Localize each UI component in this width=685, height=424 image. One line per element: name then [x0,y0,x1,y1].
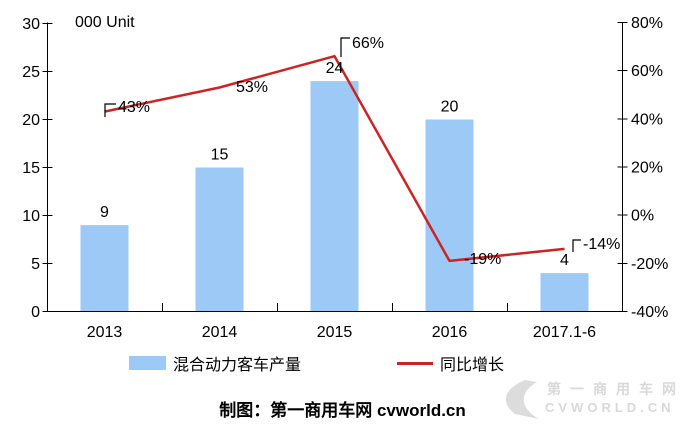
y-left-tick-label: 5 [31,256,40,273]
bar-value-label: 15 [211,147,229,164]
y-right-tick-label: 0% [631,208,654,225]
x-axis-label: 2016 [432,324,468,341]
label-leader-line [572,239,581,252]
line-value-label: 43% [118,99,150,116]
legend-bar-swatch-icon [129,356,166,370]
bar-value-label: 4 [560,252,569,269]
x-axis-label: 2014 [202,324,238,341]
legend-line-label: 同比增长 [440,357,505,374]
bar-value-label: 24 [326,60,344,77]
y-left-tick-label: 0 [31,304,40,321]
bar-value-label: 20 [441,99,459,116]
y-left-tick-label: 10 [22,208,40,225]
y-right-tick-label: 60% [631,63,663,80]
label-leader-line [340,37,350,57]
chart-source-caption: 制图：第一商用车网 cvworld.cn [219,401,466,420]
y-left-tick-label: 30 [22,16,40,33]
line-value-label: 66% [352,35,384,52]
y-right-tick-label: -40% [631,304,668,321]
line-value-label: 53% [236,79,268,96]
x-axis-label: 2017.1-6 [533,324,596,341]
y-right-tick-label: -20% [631,256,668,273]
bar-2017.1-6 [540,273,589,312]
legend-item-production: 混合动力客车产量 [129,354,302,374]
axis-unit-title: 000 Unit [75,14,135,31]
cvworld-watermark-logo: 第一商用车网 CVWORLD.CN [505,380,683,419]
bar-2016 [425,119,474,312]
legend-item-growth: 同比增长 [397,354,505,374]
watermark-line2: CVWORLD.CN [545,400,675,415]
y-right-tick-label: 20% [631,160,663,177]
line-value-label: -19% [464,251,501,268]
line-value-label: -14% [583,236,620,253]
y-left-tick-label: 25 [22,64,40,81]
watermark-swoosh-icon [505,380,539,419]
bar-2013 [80,225,129,312]
legend-line-swatch-icon [397,361,433,365]
y-left-tick-label: 15 [22,160,40,177]
y-right-tick-label: 80% [631,15,663,32]
bar-2015 [310,81,359,312]
x-axis-label: 2013 [87,324,123,341]
x-axis-label: 2015 [317,324,353,341]
y-right-tick-label: 40% [631,111,663,128]
legend-bar-label: 混合动力客车产量 [173,357,302,374]
label-leader-line [104,103,116,117]
watermark-line1: 第一商用车网 [547,381,683,397]
bar-2014 [195,167,244,312]
growth-line [104,54,565,263]
y-left-tick-label: 20 [22,112,40,129]
bar-value-label: 9 [100,204,109,221]
